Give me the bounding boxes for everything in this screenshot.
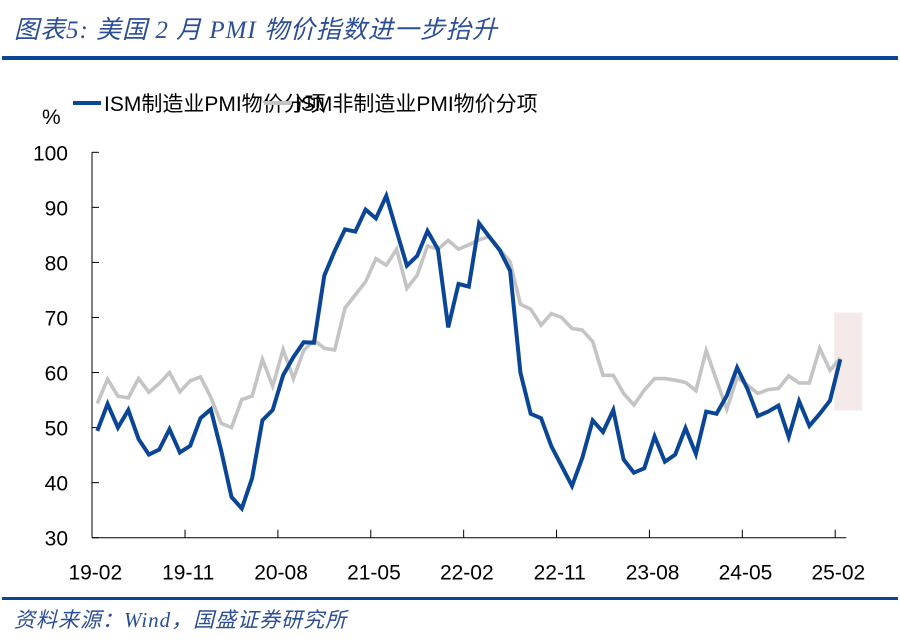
x-tick-label: 23-08 — [626, 562, 680, 585]
chart-title: 图表5: 美国 2 月 PMI 物价指数进一步抬升 — [14, 17, 498, 44]
y-tick-label: 30 — [45, 528, 68, 551]
y-tick-label: 50 — [45, 418, 68, 441]
x-tick-label: 20-08 — [254, 562, 308, 585]
x-tick-label: 19-11 — [162, 562, 214, 585]
x-tick-label: 22-11 — [534, 562, 586, 585]
legend-label-manufacturing: ISM制造业PMI物价分项 — [104, 93, 326, 116]
legend: ISM制造业PMI物价分项 ISM非制造业PMI物价分项 — [73, 93, 538, 116]
y-tick-label: 90 — [45, 197, 68, 220]
x-tick-label: 25-02 — [811, 562, 865, 585]
x-tick-label: 22-02 — [440, 562, 494, 585]
x-tick-label: 24-05 — [719, 562, 773, 585]
y-tick-label: 100 — [33, 142, 68, 165]
source-note: 资料来源：Wind，国盛证券研究所 — [14, 608, 348, 632]
y-axis-unit: % — [42, 106, 61, 129]
y-tick-label: 80 — [45, 252, 68, 275]
footer-divider — [2, 597, 898, 600]
x-tick-label: 19-02 — [68, 562, 122, 585]
series-line-manufacturing — [95, 190, 843, 513]
legend-label-services: ISM非制造业PMI物价分项 — [295, 93, 538, 116]
x-tick-label: 21-05 — [347, 562, 401, 585]
y-tick-label: 60 — [45, 363, 68, 386]
header-divider — [2, 56, 898, 60]
y-tick-label: 40 — [45, 473, 68, 496]
series-line-services — [95, 234, 842, 430]
y-tick-label: 70 — [45, 307, 68, 330]
